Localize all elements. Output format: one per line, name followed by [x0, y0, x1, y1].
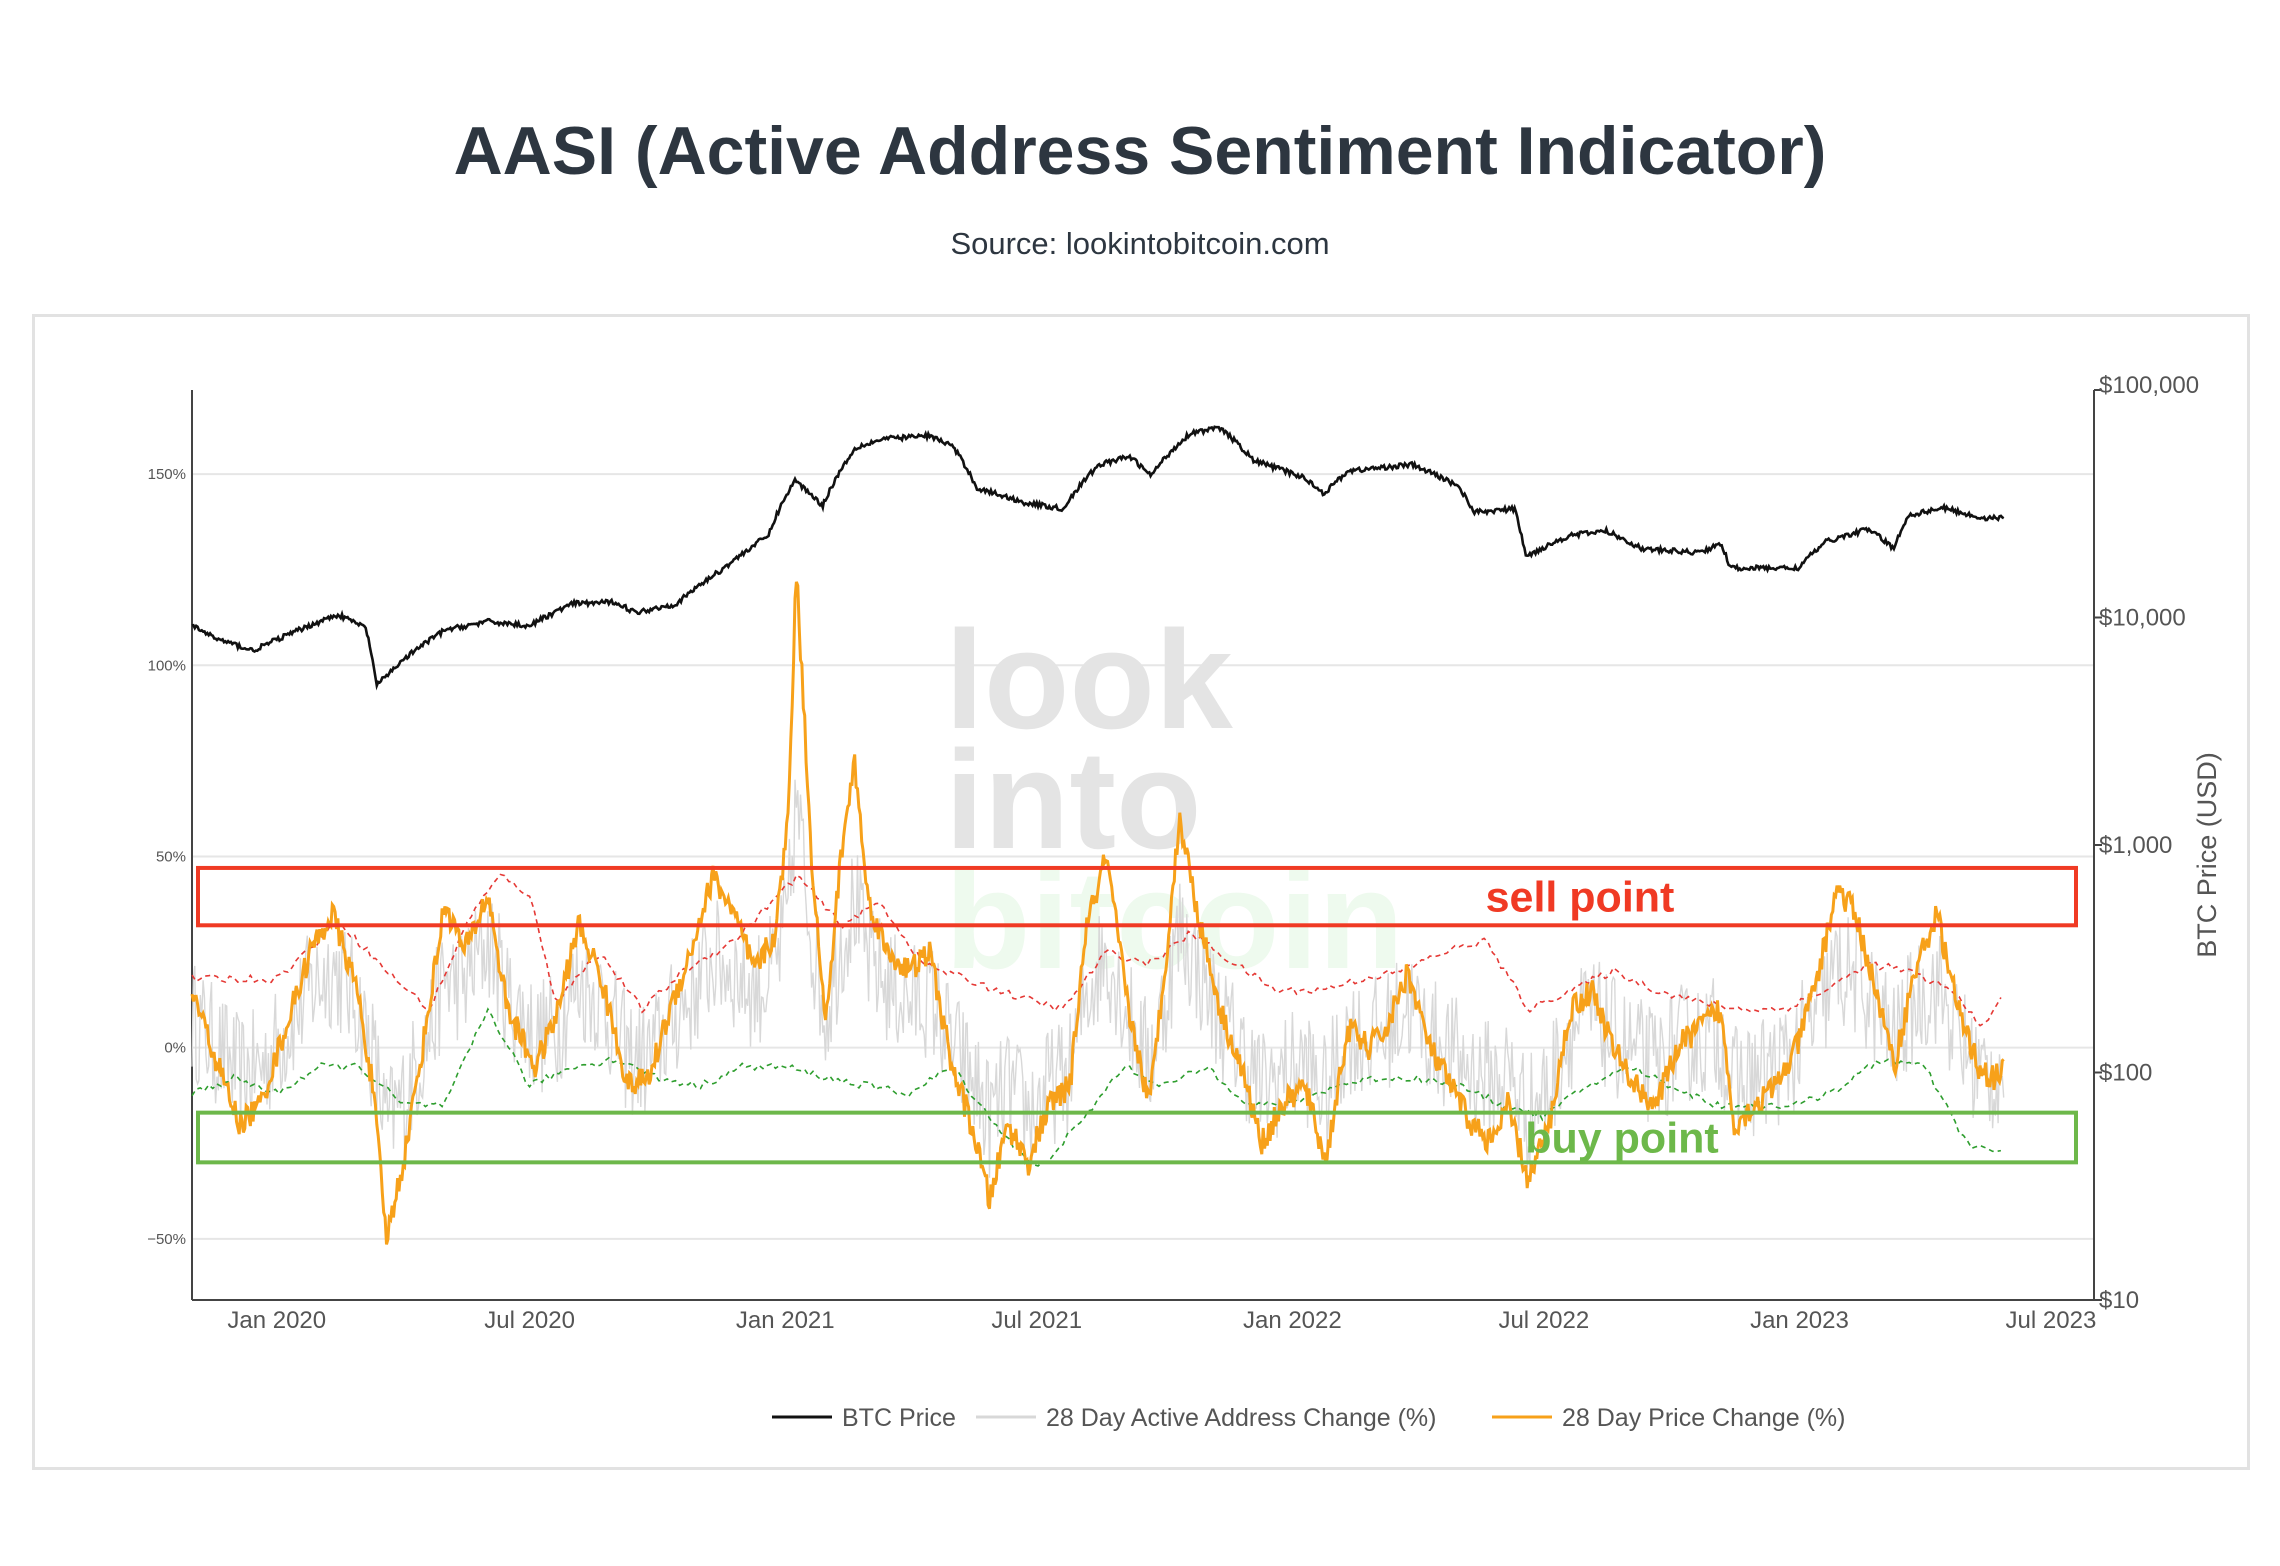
y-right-tick-label: $100,000 [2099, 372, 2199, 399]
legend-item-price-change[interactable]: 28 Day Price Change (%) [1492, 1404, 1845, 1432]
chart-subtitle: Source: lookintobitcoin.com [950, 226, 1330, 261]
x-tick-label: Jan 2023 [1750, 1307, 1849, 1334]
series-price-change [190, 581, 2005, 1245]
legend-label: BTC Price [842, 1404, 956, 1432]
sell-point-box [196, 865, 2078, 928]
series-upper-band [191, 873, 2002, 1027]
x-tick-label: Jul 2021 [991, 1307, 1082, 1334]
watermark-look: look [945, 601, 1233, 758]
watermark: look into bitcoin [945, 601, 1404, 998]
zones-layer: sell point buy point [196, 865, 2078, 1165]
legend[interactable]: BTC Price 28 Day Active Address Change (%… [772, 1404, 1845, 1432]
series-layer [190, 425, 2005, 1245]
y-right-tick-label: $100 [2099, 1060, 2152, 1087]
x-tick-label: Jul 2023 [2006, 1307, 2097, 1334]
y-left-tick-label: −50% [147, 1231, 186, 1248]
buy-point-label: buy point [1525, 1115, 1718, 1163]
x-tick-label: Jul 2020 [484, 1307, 575, 1334]
x-tick-label: Jan 2020 [227, 1307, 326, 1334]
y-right-tick-label: $10,000 [2099, 605, 2186, 632]
legend-item-btc-price[interactable]: BTC Price [772, 1404, 956, 1432]
y-left-tick-label: 100% [148, 657, 186, 674]
axes: −50% 0% 50% 100% 150% $10 $100 $1,000 $10,000 $10… [147, 372, 2222, 1334]
y-left-tick-label: 50% [156, 848, 186, 865]
chart-title: AASI (Active Address Sentiment Indicator… [453, 113, 1827, 189]
legend-item-active-address-change[interactable]: 28 Day Active Address Change (%) [976, 1404, 1436, 1432]
legend-label: 28 Day Price Change (%) [1562, 1404, 1845, 1432]
series-btc-price [191, 425, 2005, 691]
sell-point-label: sell point [1486, 874, 1675, 922]
y-left-tick-label: 150% [148, 466, 186, 483]
watermark-into: into [945, 721, 1202, 878]
series-active-address-change [191, 779, 2005, 1178]
x-tick-label: Jan 2022 [1243, 1307, 1342, 1334]
y-right-tick-label: $10 [2099, 1287, 2139, 1314]
x-tick-label: Jan 2021 [736, 1307, 835, 1334]
legend-label: 28 Day Active Address Change (%) [1046, 1404, 1436, 1432]
x-tick-label: Jul 2022 [1498, 1307, 1589, 1334]
chart-frame [32, 314, 2250, 1470]
buy-point-box [196, 1110, 2078, 1165]
y-left-tick-label: 0% [164, 1040, 186, 1057]
y-right-axis-title: BTC Price (USD) [2192, 752, 2222, 958]
series-lower-band [191, 1007, 2002, 1167]
y-right-tick-label: $1,000 [2099, 832, 2172, 859]
